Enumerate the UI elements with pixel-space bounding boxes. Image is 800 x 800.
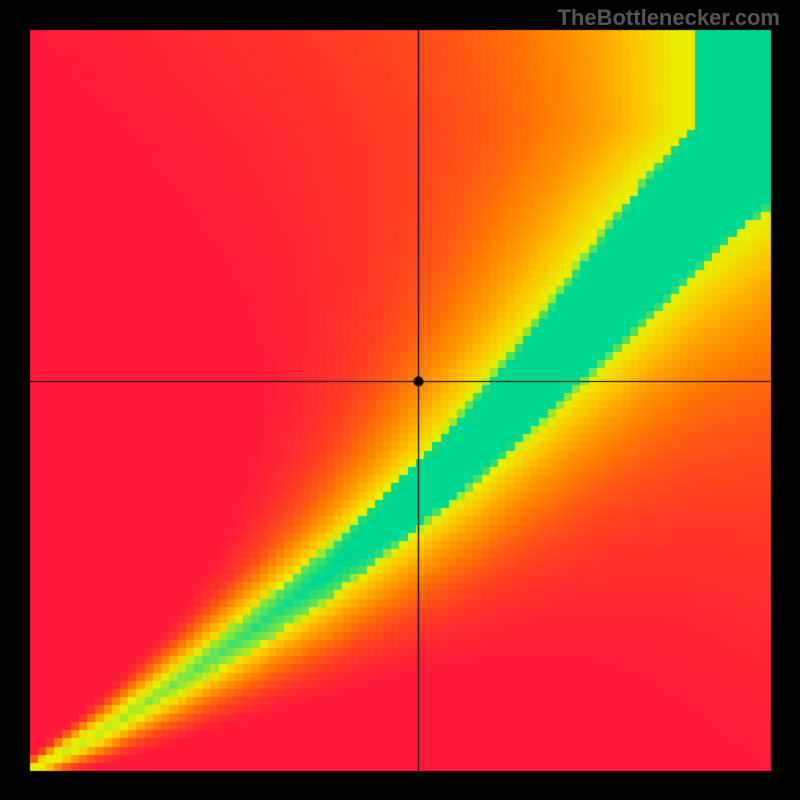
heatmap-canvas (0, 0, 800, 800)
watermark-text: TheBottlenecker.com (557, 5, 780, 31)
chart-container: { "canvas": { "width": 800, "height": 80… (0, 0, 800, 800)
